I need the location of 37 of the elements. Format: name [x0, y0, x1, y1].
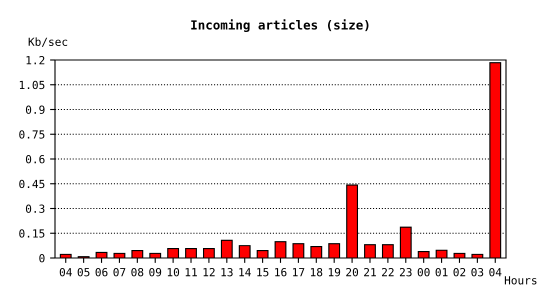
y-tick-label: 0.75	[19, 130, 44, 139]
y-tick-label: 0.6	[26, 155, 45, 164]
x-tick-label: 04	[60, 268, 72, 276]
x-tick-label: 14	[239, 268, 251, 276]
x-tick-label: 12	[204, 268, 215, 276]
x-tick-label: 02	[454, 268, 466, 276]
x-tick-label: 16	[275, 268, 286, 276]
x-tick-label: 09	[149, 268, 162, 276]
x-tick-label: 01	[436, 268, 448, 276]
x-tick-label: 15	[257, 268, 268, 276]
x-tick-label: 07	[113, 268, 126, 276]
x-tick-label: 17	[293, 268, 304, 276]
x-tick-label: 23	[400, 268, 412, 276]
y-axis-title: Kb/sec	[28, 37, 68, 47]
y-tick-label: 0.15	[19, 229, 44, 238]
x-tick-label: 20	[346, 268, 358, 276]
y-tick-label: 0.9	[26, 106, 45, 114]
x-tick-label: 22	[382, 268, 394, 276]
x-tick-label: 06	[96, 268, 108, 276]
x-tick-label: 08	[131, 268, 144, 276]
y-tick-label: 0.45	[19, 180, 44, 188]
chart-title: Incoming articles (size)	[191, 19, 368, 32]
y-tick-label: 0.3	[26, 204, 44, 213]
y-tick-label: 1.05	[20, 80, 44, 90]
x-tick-label: 19	[328, 268, 340, 276]
y-tick-label: 1.2	[26, 56, 44, 64]
x-tick-label: 04	[489, 268, 502, 276]
x-tick-label: 00	[418, 268, 430, 276]
x-tick-label: 03	[471, 268, 484, 276]
x-tick-label: 10	[168, 268, 180, 276]
x-tick-label: 21	[364, 268, 376, 276]
x-tick-label: 13	[221, 268, 233, 276]
x-tick-label: 18	[310, 268, 322, 276]
x-tick-label: 05	[78, 268, 90, 276]
x-tick-label: 11	[186, 268, 197, 276]
x-axis-title: Hours	[504, 276, 536, 284]
y-tick-label: 0	[39, 254, 45, 262]
